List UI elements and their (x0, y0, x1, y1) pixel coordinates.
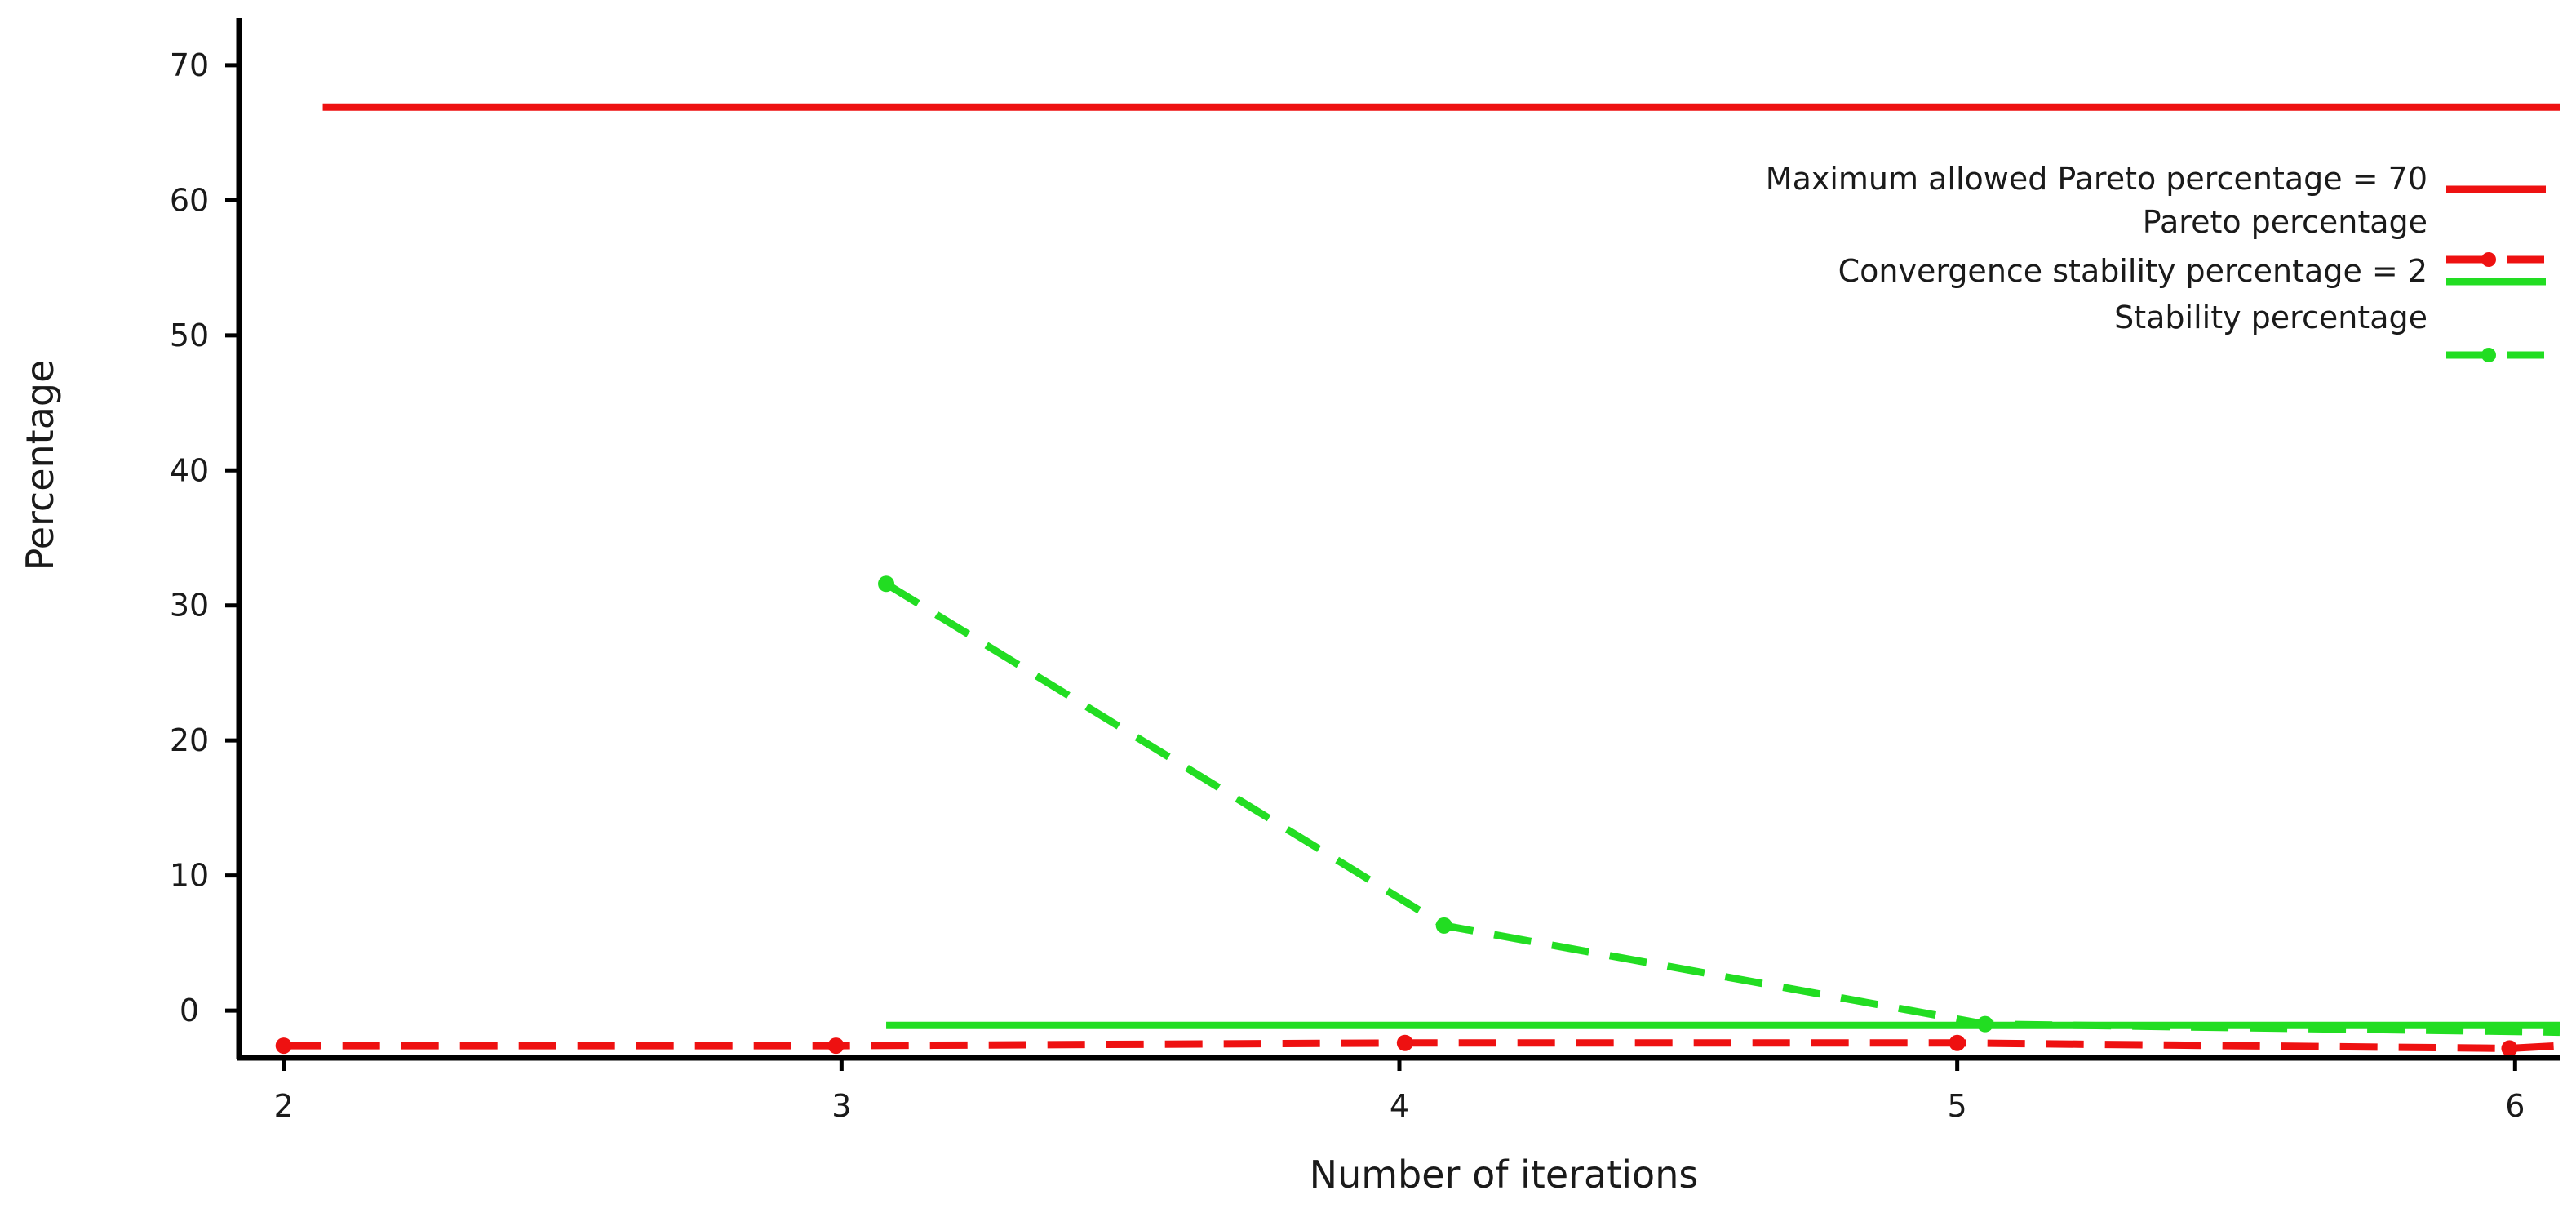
x-tick-label: 6 (2505, 1088, 2525, 1124)
legend-label: Stability percentage (2114, 300, 2427, 335)
legend-label: Convergence stability percentage = 2 (1838, 253, 2427, 289)
series-point (275, 1037, 292, 1055)
legend-label: Maximum allowed Pareto percentage = 70 (1766, 161, 2427, 197)
y-tick-label: 60 (170, 182, 209, 218)
y-axis-title: Percentage (18, 360, 62, 571)
y-tick-label: 70 (170, 47, 209, 83)
series-point (878, 575, 895, 593)
series-point (2501, 1040, 2518, 1057)
y-ticks: 0 10 20 30 40 50 60 70 (170, 47, 239, 1028)
x-ticks: 2 3 4 5 6 (274, 1058, 2525, 1124)
series-point (827, 1037, 845, 1055)
x-tick-label: 3 (831, 1088, 851, 1124)
y-tick-label: 50 (170, 318, 209, 353)
series-point (1435, 917, 1452, 934)
series-line-1 (283, 1039, 2560, 1052)
y-tick-label: 30 (170, 588, 209, 624)
x-axis-title: Number of iterations (1310, 1153, 1699, 1197)
y-tick-label: 40 (170, 452, 209, 488)
y-tick-label: 20 (170, 722, 209, 758)
x-tick-label: 4 (1390, 1088, 1409, 1124)
series-point (1396, 1034, 1413, 1051)
legend: Maximum allowed Pareto percentage = 70 Pa… (1766, 161, 2546, 362)
series-point (1949, 1034, 1966, 1051)
series-line-3 (884, 580, 2560, 1037)
legend-label: Pareto percentage (2143, 204, 2427, 240)
series-layer (275, 103, 2560, 1057)
y-tick-label: 0 (180, 993, 199, 1028)
x-tick-label: 5 (1948, 1088, 1967, 1124)
legend-marker (2481, 348, 2496, 362)
legend-marker (2481, 252, 2496, 267)
x-tick-label: 2 (274, 1088, 294, 1124)
series-point (1976, 1015, 1993, 1033)
y-tick-label: 10 (170, 858, 209, 894)
